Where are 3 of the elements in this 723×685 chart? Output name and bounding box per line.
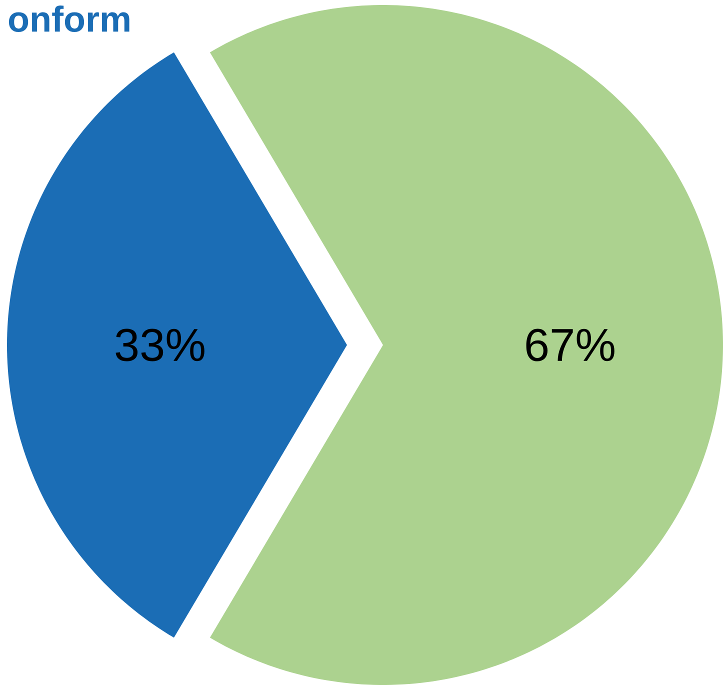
data-label: 33% — [116, 328, 204, 362]
data-label: 67% — [526, 328, 614, 362]
chart-title: onform — [8, 6, 130, 32]
